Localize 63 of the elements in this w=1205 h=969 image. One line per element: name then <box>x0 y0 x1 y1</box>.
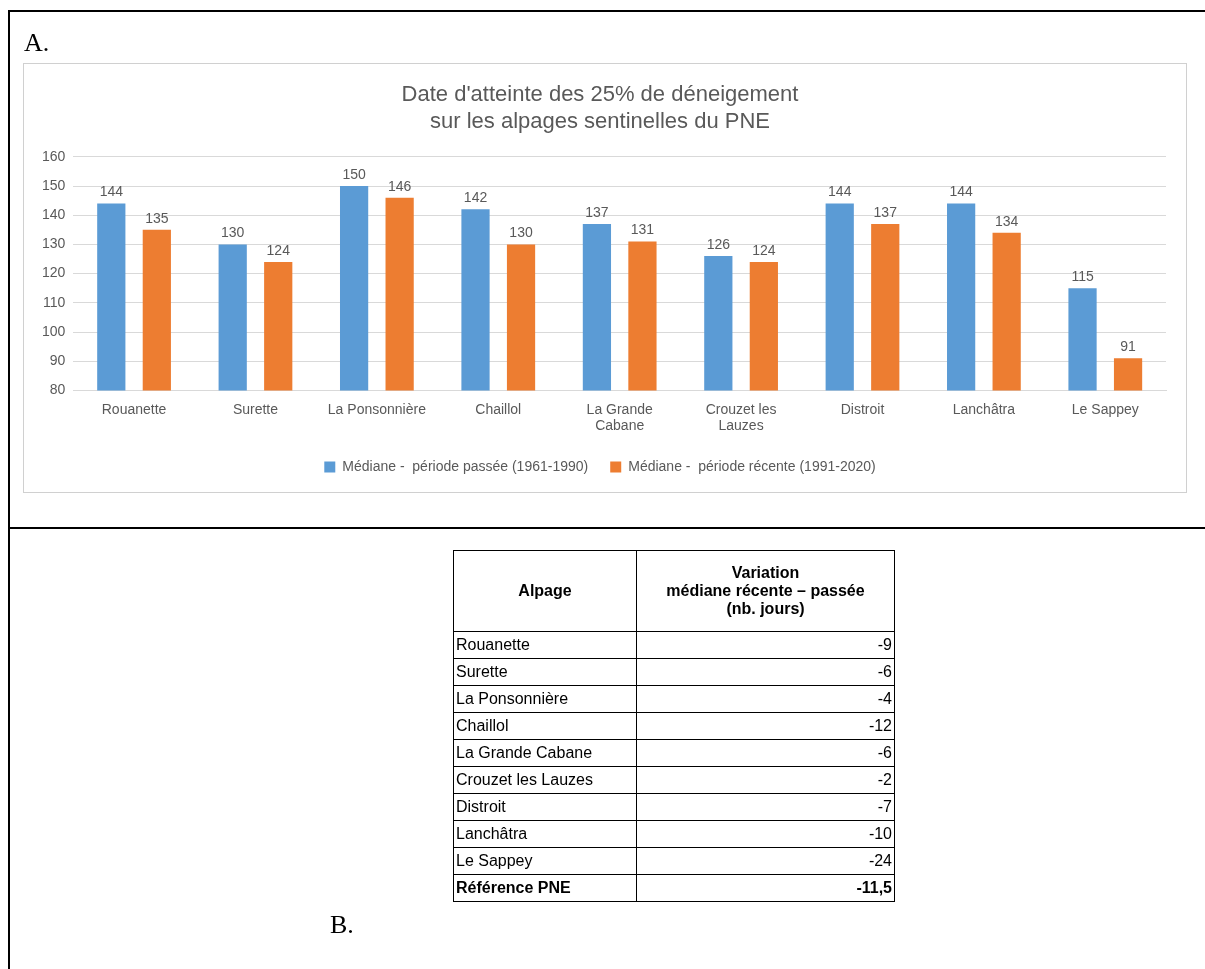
y-tick-label: 100 <box>42 322 66 339</box>
category-label: La Ponsonnière <box>453 685 637 713</box>
category-label: Distroit <box>453 793 637 821</box>
category-label: Surette <box>453 658 637 686</box>
data-label: 124 <box>752 241 776 258</box>
data-label: 91 <box>1120 338 1137 355</box>
data-label: 130 <box>221 224 245 241</box>
x-tick-label: Lanchâtra <box>952 400 1016 417</box>
text: -6 <box>877 744 892 761</box>
data-label: 146 <box>387 177 412 194</box>
data-label: 137 <box>585 203 609 220</box>
data-label: 115 <box>1071 268 1094 285</box>
data-label: 144 <box>828 183 852 200</box>
legend-label: Médiane - période passée (1961-1990) <box>342 457 589 474</box>
category-label: La Grande Cabane <box>453 739 637 767</box>
category-label: Chaillol <box>453 712 637 740</box>
y-tick-label: 160 <box>42 147 66 164</box>
data-label: 130 <box>509 224 533 241</box>
y-tick-label: 110 <box>43 293 66 310</box>
text: -24 <box>868 852 892 869</box>
x-tick-label: Distroit <box>840 400 885 417</box>
text: -12 <box>868 717 892 734</box>
y-tick-label: 120 <box>42 264 66 281</box>
y-tick-label: 130 <box>42 235 66 252</box>
category-label: Rouanette <box>453 631 637 659</box>
text: -6 <box>877 663 892 680</box>
x-tick-label: La Grande Cabane <box>586 400 653 434</box>
data-label: 137 <box>873 203 898 220</box>
category-label: Référence PNE <box>453 874 637 902</box>
data-label: 126 <box>706 235 731 252</box>
text: Alpage <box>453 550 637 632</box>
data-label: 131 <box>630 221 655 238</box>
y-tick-label: 150 <box>42 176 66 193</box>
chart-title: Date d'atteinte des 25% de déneigement sur les alpages sentinelles du PNE <box>401 81 799 133</box>
x-tick-label: Crouzet les Lauzes <box>705 400 777 434</box>
text: -4 <box>877 690 892 707</box>
data-label: 124 <box>266 241 291 258</box>
text: -9 <box>877 636 892 653</box>
data-label: 142 <box>463 189 488 206</box>
text: -11,5 <box>856 879 892 896</box>
text: A. <box>24 28 50 58</box>
text: Variation médiane récente – passée (nb. jours) <box>636 550 895 632</box>
y-tick-label: 80 <box>49 381 66 398</box>
text: B. <box>330 910 354 940</box>
data-label: 135 <box>145 209 169 226</box>
text: -7 <box>877 798 892 815</box>
x-tick-label: Le Sappey <box>1071 400 1139 417</box>
text: -2 <box>877 771 892 788</box>
category-label: Le Sappey <box>453 847 637 875</box>
data-label: 144 <box>99 183 124 200</box>
data-label: 150 <box>342 165 366 182</box>
x-tick-label: La Ponsonnière <box>327 400 427 417</box>
data-label: 144 <box>949 183 974 200</box>
x-tick-label: Rouanette <box>101 400 167 417</box>
y-tick-label: 140 <box>42 206 66 223</box>
y-tick-label: 90 <box>49 352 66 369</box>
category-label: Lanchâtra <box>453 820 637 848</box>
text: -10 <box>868 825 892 842</box>
legend-label: Médiane - période récente (1991-2020) <box>628 457 876 474</box>
x-tick-label: Chaillol <box>475 400 522 417</box>
data-label: 134 <box>994 212 1019 229</box>
x-tick-label: Surette <box>232 400 279 417</box>
category-label: Crouzet les Lauzes <box>453 766 637 794</box>
